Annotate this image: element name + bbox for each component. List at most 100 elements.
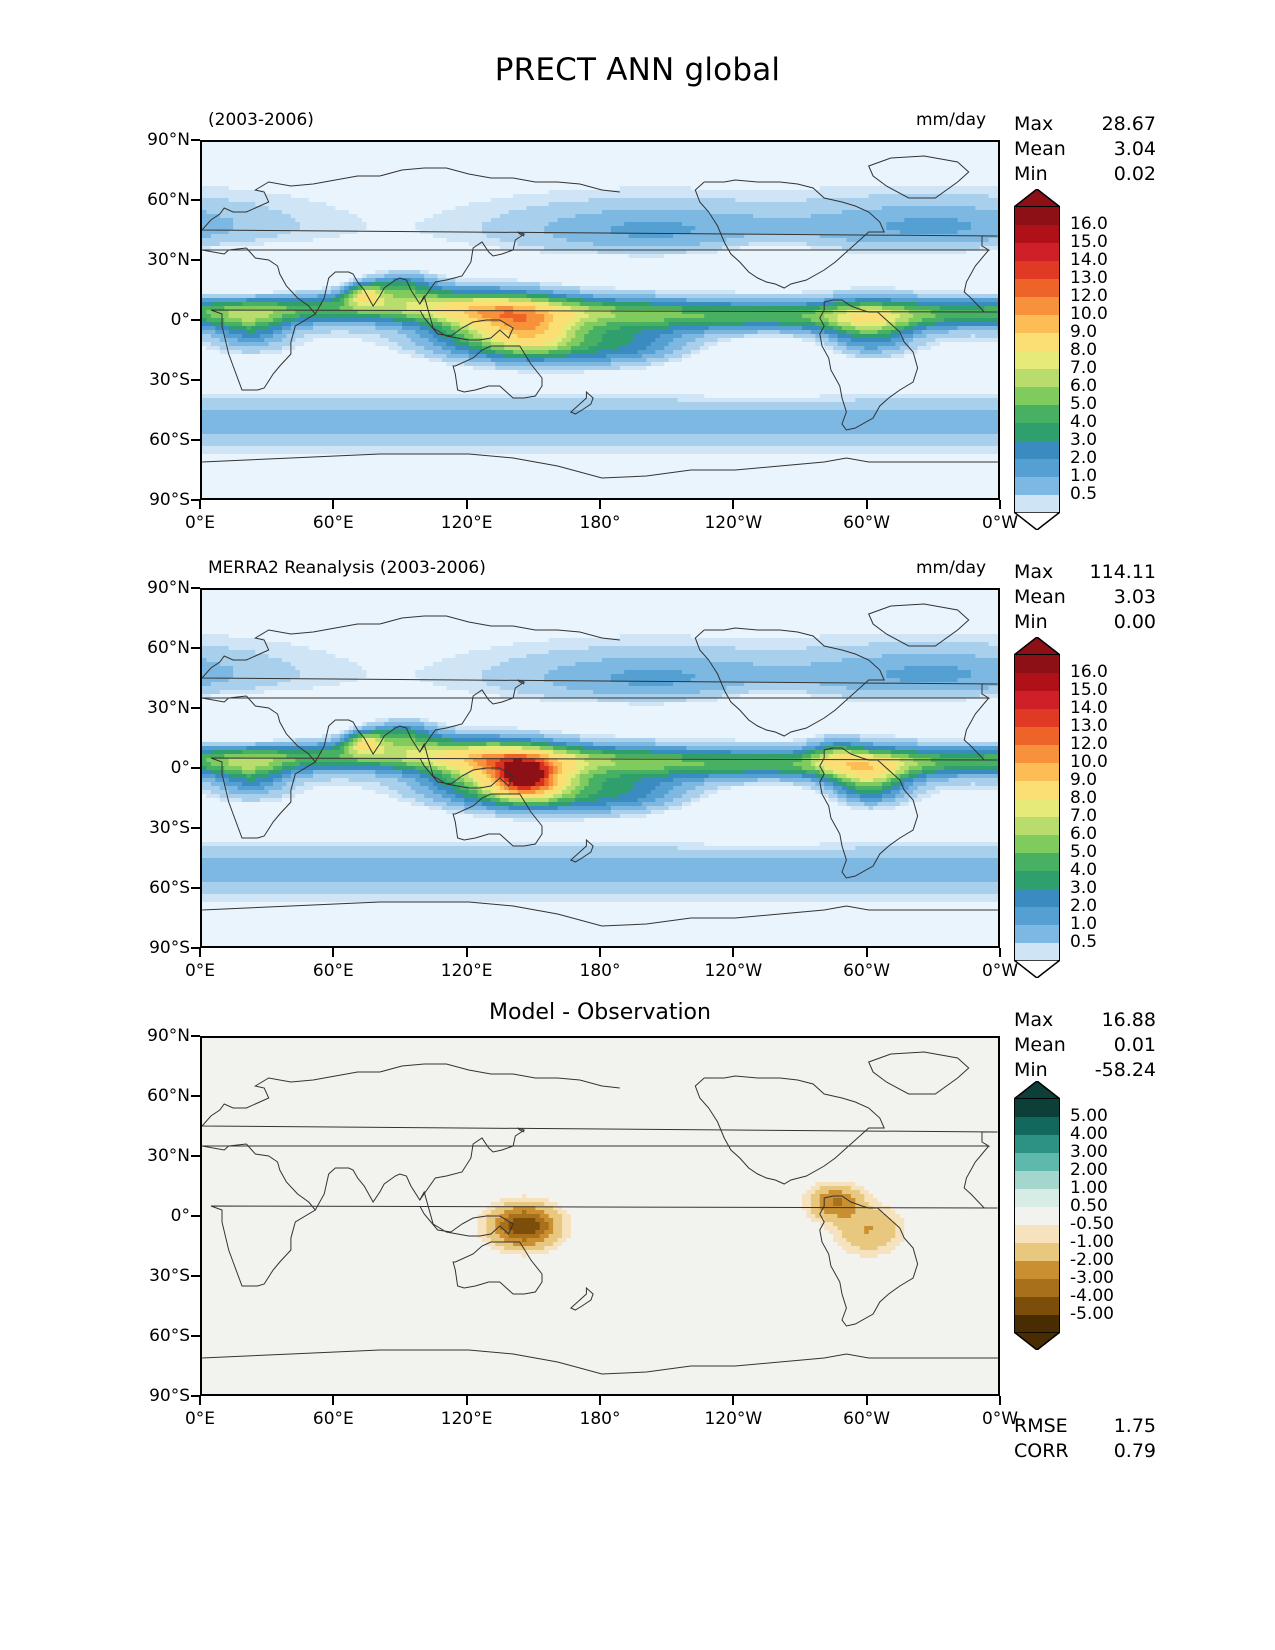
colorbar-tick-label: 0.5 (1070, 932, 1097, 952)
x-axis-tick (599, 948, 601, 957)
y-axis-tick-label: 30°S (130, 370, 190, 390)
y-axis-tick (191, 827, 200, 829)
y-axis-tick-label: 90°N (130, 578, 190, 598)
stat-value: 3.03 (1114, 585, 1156, 610)
y-axis-tick-label: 0° (130, 758, 190, 778)
x-axis-tick (732, 500, 735, 509)
x-axis-tick-label: 0°E (185, 1409, 215, 1429)
colorbar-tick-label: 4.0 (1070, 860, 1097, 880)
panel-difference: Model - Observation Max 16.88 Mean 0.01 Min -5… (0, 0, 1275, 1462)
colorbar-tick-label: 9.0 (1070, 770, 1097, 790)
x-axis-tick (332, 500, 335, 509)
colorbar-body (1014, 654, 1060, 961)
colorbar-tick-label: 13.0 (1070, 268, 1108, 288)
colorbar-band (1015, 279, 1059, 297)
colorbar-band (1015, 871, 1059, 889)
x-axis-tick-label: 180° (580, 1409, 621, 1429)
panel-stats: Max 28.67 Mean 3.04 Min 0.02 (1014, 112, 1156, 187)
colorbar-tick-label: 5.0 (1070, 394, 1097, 414)
colorbar-extend-top (1014, 637, 1060, 655)
colorbar-tick-label: 5.0 (1070, 842, 1097, 862)
colorbar-tick-label: 5.00 (1070, 1106, 1108, 1126)
colorbar-band (1015, 727, 1059, 745)
y-axis-tick-label: 30°N (130, 250, 190, 270)
y-axis-tick (191, 319, 200, 321)
colorbar-band (1015, 1099, 1059, 1117)
colorbar-tick-label: -1.00 (1070, 1232, 1114, 1252)
colorbar-band (1015, 1279, 1059, 1297)
colorbar-band (1015, 1153, 1059, 1171)
colorbar-tick-label: 16.0 (1070, 662, 1108, 682)
y-axis-tick-label: 90°N (130, 1026, 190, 1046)
x-axis-tick (999, 500, 1001, 509)
panel-model: (2003-2006) mm/day Max 28.67 Mean 3.04 Min 0.02… (0, 0, 1275, 533)
x-axis-tick-label: 120°W (704, 961, 762, 981)
colorbar-band (1015, 369, 1059, 387)
y-axis-tick-label: 0° (130, 310, 190, 330)
x-axis-tick-label: 0°E (185, 513, 215, 533)
panel-units: mm/day (916, 558, 986, 578)
colorbar-tick-label: 3.0 (1070, 878, 1097, 898)
colorbar-band (1015, 351, 1059, 369)
colorbar-tick-label: -2.00 (1070, 1250, 1114, 1270)
colorbar-band (1015, 477, 1059, 495)
x-axis-tick (199, 948, 201, 957)
map-plot-area (200, 140, 1000, 500)
stat-value: -58.24 (1095, 1058, 1156, 1083)
x-axis-tick (332, 1396, 335, 1405)
colorbar-tick-label: 7.0 (1070, 358, 1097, 378)
colorbar-band (1015, 261, 1059, 279)
y-axis-tick (191, 379, 200, 381)
colorbar-band (1015, 297, 1059, 315)
panel-footer-stats: RMSE 1.75 CORR 0.79 (1014, 1414, 1156, 1464)
panel-units: mm/day (916, 110, 986, 130)
x-axis-tick-label: 120°W (704, 1409, 762, 1429)
colorbar-tick-label: 3.00 (1070, 1142, 1108, 1162)
x-axis-tick-label: 60°E (313, 513, 354, 533)
y-axis-tick-label: 90°S (130, 1386, 190, 1406)
colorbar-band (1015, 763, 1059, 781)
y-axis-tick-label: 60°S (130, 1326, 190, 1346)
y-axis-tick-label: 60°N (130, 638, 190, 658)
stat-row: CORR 0.79 (1014, 1439, 1156, 1464)
colorbar-band (1015, 1171, 1059, 1189)
x-axis-tick-label: 0°W (982, 1409, 1018, 1429)
stat-label: Min (1014, 1058, 1048, 1083)
x-axis-tick (465, 500, 468, 509)
colorbar-tick-label: 15.0 (1070, 232, 1108, 252)
stat-row: Min 0.00 (1014, 610, 1156, 635)
colorbar-tick-label: 4.0 (1070, 412, 1097, 432)
colorbar-band (1015, 387, 1059, 405)
y-axis-tick (191, 587, 200, 589)
stat-value: 3.04 (1114, 137, 1156, 162)
colorbar-tick-label: 1.00 (1070, 1178, 1108, 1198)
x-axis-tick-label: 0°W (982, 513, 1018, 533)
colorbar-band (1015, 1225, 1059, 1243)
colorbar-tick-label: 16.0 (1070, 214, 1108, 234)
y-axis-tick-label: 60°S (130, 878, 190, 898)
colorbar-band (1015, 799, 1059, 817)
x-axis-tick-label: 120°E (441, 513, 493, 533)
colorbar-body (1014, 1098, 1060, 1333)
stat-row: Mean 3.04 (1014, 137, 1156, 162)
stat-label: Mean (1014, 137, 1066, 162)
colorbar-extend-bottom (1014, 512, 1060, 530)
stat-value: 1.75 (1114, 1414, 1156, 1439)
colorbar-tick-label: 3.0 (1070, 430, 1097, 450)
page-title: PRECT ANN global (0, 52, 1275, 88)
x-axis-tick-label: 60°E (313, 1409, 354, 1429)
x-axis-tick (599, 500, 601, 509)
y-axis-tick (191, 1335, 200, 1337)
stat-row: Min 0.02 (1014, 162, 1156, 187)
stat-row: Min -58.24 (1014, 1058, 1156, 1083)
colorbar-band (1015, 745, 1059, 763)
y-axis-tick-label: 60°S (130, 430, 190, 450)
y-axis-tick (191, 1155, 200, 1157)
stat-label: Max (1014, 560, 1053, 585)
stat-row: Mean 3.03 (1014, 585, 1156, 610)
colorbar-tick-label: 14.0 (1070, 698, 1108, 718)
y-axis-tick (191, 259, 200, 261)
colorbar-extend-top (1014, 1081, 1060, 1099)
y-axis-tick (191, 1215, 200, 1217)
